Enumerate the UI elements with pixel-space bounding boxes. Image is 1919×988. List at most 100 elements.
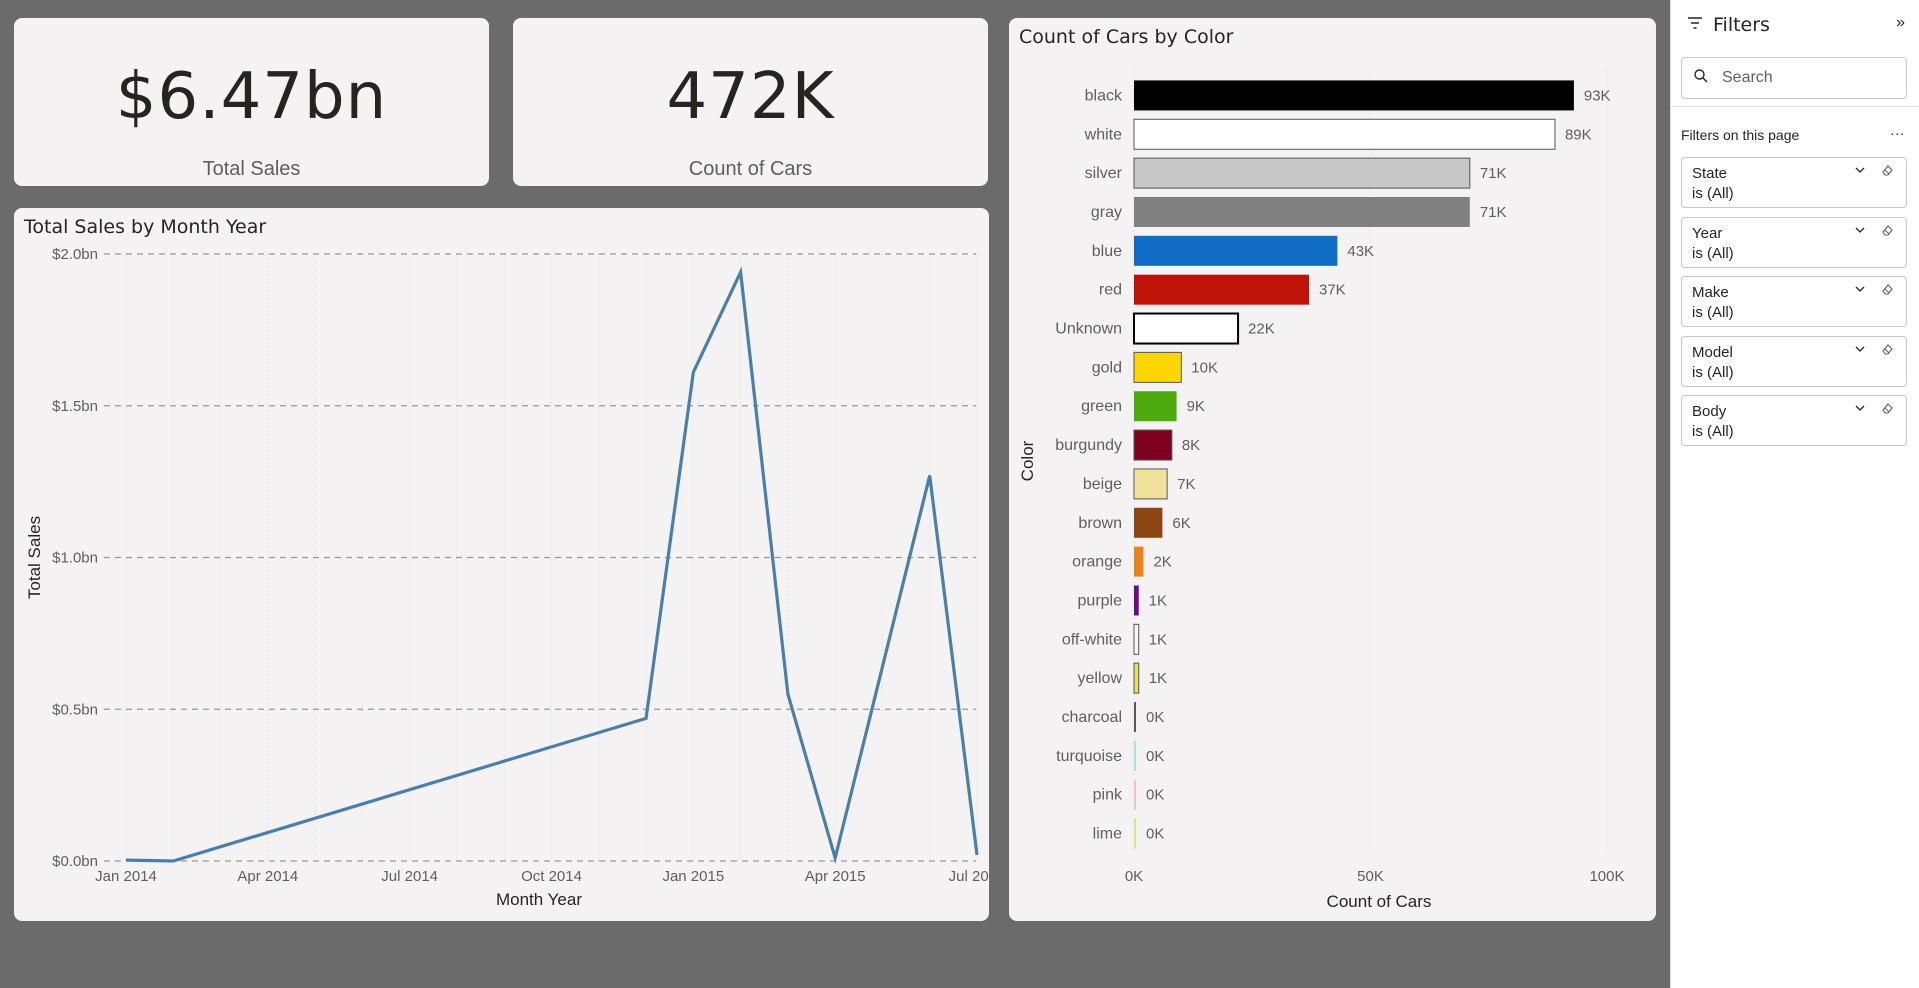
filter-value: is (All)	[1692, 185, 1734, 202]
more-options-button[interactable]: ...	[1890, 122, 1905, 138]
bar-gold	[1133, 351, 1182, 383]
filters-pane: Filters » Filters on this page ... State…	[1670, 0, 1919, 988]
data-label: 22K	[1248, 321, 1275, 338]
data-label: 0K	[1146, 709, 1164, 726]
bar-chart-card[interactable]: Count of Cars by Color black 93K white 89K s…	[1009, 18, 1656, 921]
x-tick-label: Apr 2015	[805, 868, 866, 885]
data-label: 1K	[1149, 592, 1167, 609]
filter-card-year[interactable]: Year is (All)	[1681, 217, 1907, 268]
x-tick-label: Jul 2015	[949, 868, 989, 885]
kpi-card-count-of-cars[interactable]: 472K Count of Cars	[513, 18, 988, 186]
filter-card-body[interactable]: Body is (All)	[1681, 395, 1907, 446]
bar-black	[1134, 80, 1574, 111]
filter-name: Make	[1692, 284, 1729, 301]
category-label: purple	[1078, 592, 1123, 609]
data-label: 7K	[1177, 476, 1195, 493]
bar-gray	[1134, 196, 1470, 227]
bar-beige	[1133, 468, 1168, 500]
y-axis-title: Color	[1018, 440, 1037, 481]
bar-blue	[1134, 235, 1338, 266]
filters-header: Filters	[1687, 12, 1770, 38]
bar-turquoise	[1134, 740, 1136, 771]
bar-white	[1133, 118, 1556, 150]
search-input[interactable]	[1722, 69, 1892, 87]
filter-name: Year	[1692, 225, 1723, 242]
data-label: 0K	[1146, 748, 1164, 765]
line-chart-title: Total Sales by Month Year	[24, 216, 267, 238]
bar-unknown	[1133, 312, 1240, 345]
category-label: silver	[1085, 165, 1123, 182]
data-label: 9K	[1187, 398, 1205, 415]
category-label: pink	[1093, 787, 1123, 804]
category-label: blue	[1092, 243, 1122, 260]
kpi-label: Count of Cars	[688, 158, 813, 180]
bar-orange	[1134, 546, 1144, 577]
x-tick-label: Apr 2014	[237, 868, 298, 885]
data-label: 71K	[1480, 204, 1507, 221]
filter-card-model[interactable]: Model is (All)	[1681, 336, 1907, 387]
bar-chart: black 93K white 89K silver 71K gray 71K blue 43K r…	[1018, 70, 1625, 911]
filter-value: is (All)	[1692, 245, 1734, 262]
bar-green	[1134, 391, 1177, 422]
line-chart-card[interactable]: Total Sales by Month Year $0.0bn $0.5bn $1…	[14, 208, 989, 921]
y-tick-label: $1.0bn	[52, 550, 98, 567]
category-label: beige	[1083, 476, 1122, 493]
clear-filter-icon[interactable]	[1880, 223, 1894, 242]
data-label: 37K	[1319, 282, 1346, 299]
filter-card-make[interactable]: Make is (All)	[1681, 276, 1907, 327]
x-tick-label: Jan 2015	[662, 868, 724, 885]
bar-purple	[1134, 585, 1139, 616]
bar-red	[1134, 274, 1310, 305]
chevron-down-icon[interactable]	[1854, 163, 1866, 179]
x-tick-label: 100K	[1589, 868, 1624, 885]
filter-card-state[interactable]: State is (All)	[1681, 157, 1907, 208]
chevron-down-icon[interactable]	[1854, 282, 1866, 298]
chevron-down-icon[interactable]	[1854, 223, 1866, 239]
category-label: orange	[1072, 554, 1122, 571]
data-label: 2K	[1153, 554, 1171, 571]
clear-filter-icon[interactable]	[1880, 282, 1894, 301]
x-tick-label: 50K	[1357, 868, 1384, 885]
data-label: 6K	[1172, 515, 1190, 532]
data-label: 71K	[1480, 165, 1507, 182]
data-label: 0K	[1146, 787, 1164, 804]
data-label: 1K	[1149, 670, 1167, 687]
data-label: 43K	[1347, 243, 1374, 260]
chevron-down-icon[interactable]	[1854, 342, 1866, 358]
x-tick-label: 0K	[1125, 868, 1143, 885]
line-chart: $0.0bn $0.5bn $1.0bn $1.5bn $2.0bn Jan 2014 Ap…	[25, 246, 989, 909]
y-tick-label: $2.0bn	[52, 246, 98, 263]
bar-charcoal	[1134, 702, 1136, 733]
category-label: Unknown	[1055, 321, 1122, 338]
category-label: green	[1081, 398, 1122, 415]
divider	[1671, 106, 1919, 107]
category-label: turquoise	[1056, 748, 1122, 765]
category-label: gold	[1092, 359, 1122, 376]
filter-value: is (All)	[1692, 304, 1734, 321]
y-tick-label: $1.5bn	[52, 398, 98, 415]
bar-brown	[1134, 507, 1163, 538]
kpi-label: Total Sales	[202, 158, 301, 180]
clear-filter-icon[interactable]	[1880, 401, 1894, 420]
bar-lime	[1134, 818, 1136, 849]
kpi-card-total-sales[interactable]: $6.47bn Total Sales	[14, 18, 489, 186]
data-label: 8K	[1182, 437, 1200, 454]
bar-pink	[1134, 779, 1136, 810]
bar-chart-title: Count of Cars by Color	[1019, 26, 1234, 48]
filter-search-box[interactable]	[1681, 57, 1907, 99]
collapse-pane-icon[interactable]: »	[1896, 14, 1905, 31]
category-label: burgundy	[1055, 437, 1122, 454]
filter-name: State	[1692, 165, 1728, 182]
filter-value: is (All)	[1692, 364, 1734, 381]
clear-filter-icon[interactable]	[1880, 342, 1894, 361]
filters-title: Filters	[1713, 14, 1770, 36]
x-axis-title: Month Year	[496, 890, 582, 909]
filter-funnel-icon	[1687, 16, 1703, 35]
chevron-down-icon[interactable]	[1854, 401, 1866, 417]
category-label: black	[1085, 87, 1123, 104]
data-label: 1K	[1149, 631, 1167, 648]
data-label: 89K	[1565, 126, 1592, 143]
bar-yellow	[1133, 662, 1140, 694]
kpi-value: $6.47bn	[115, 60, 388, 134]
clear-filter-icon[interactable]	[1880, 163, 1894, 182]
